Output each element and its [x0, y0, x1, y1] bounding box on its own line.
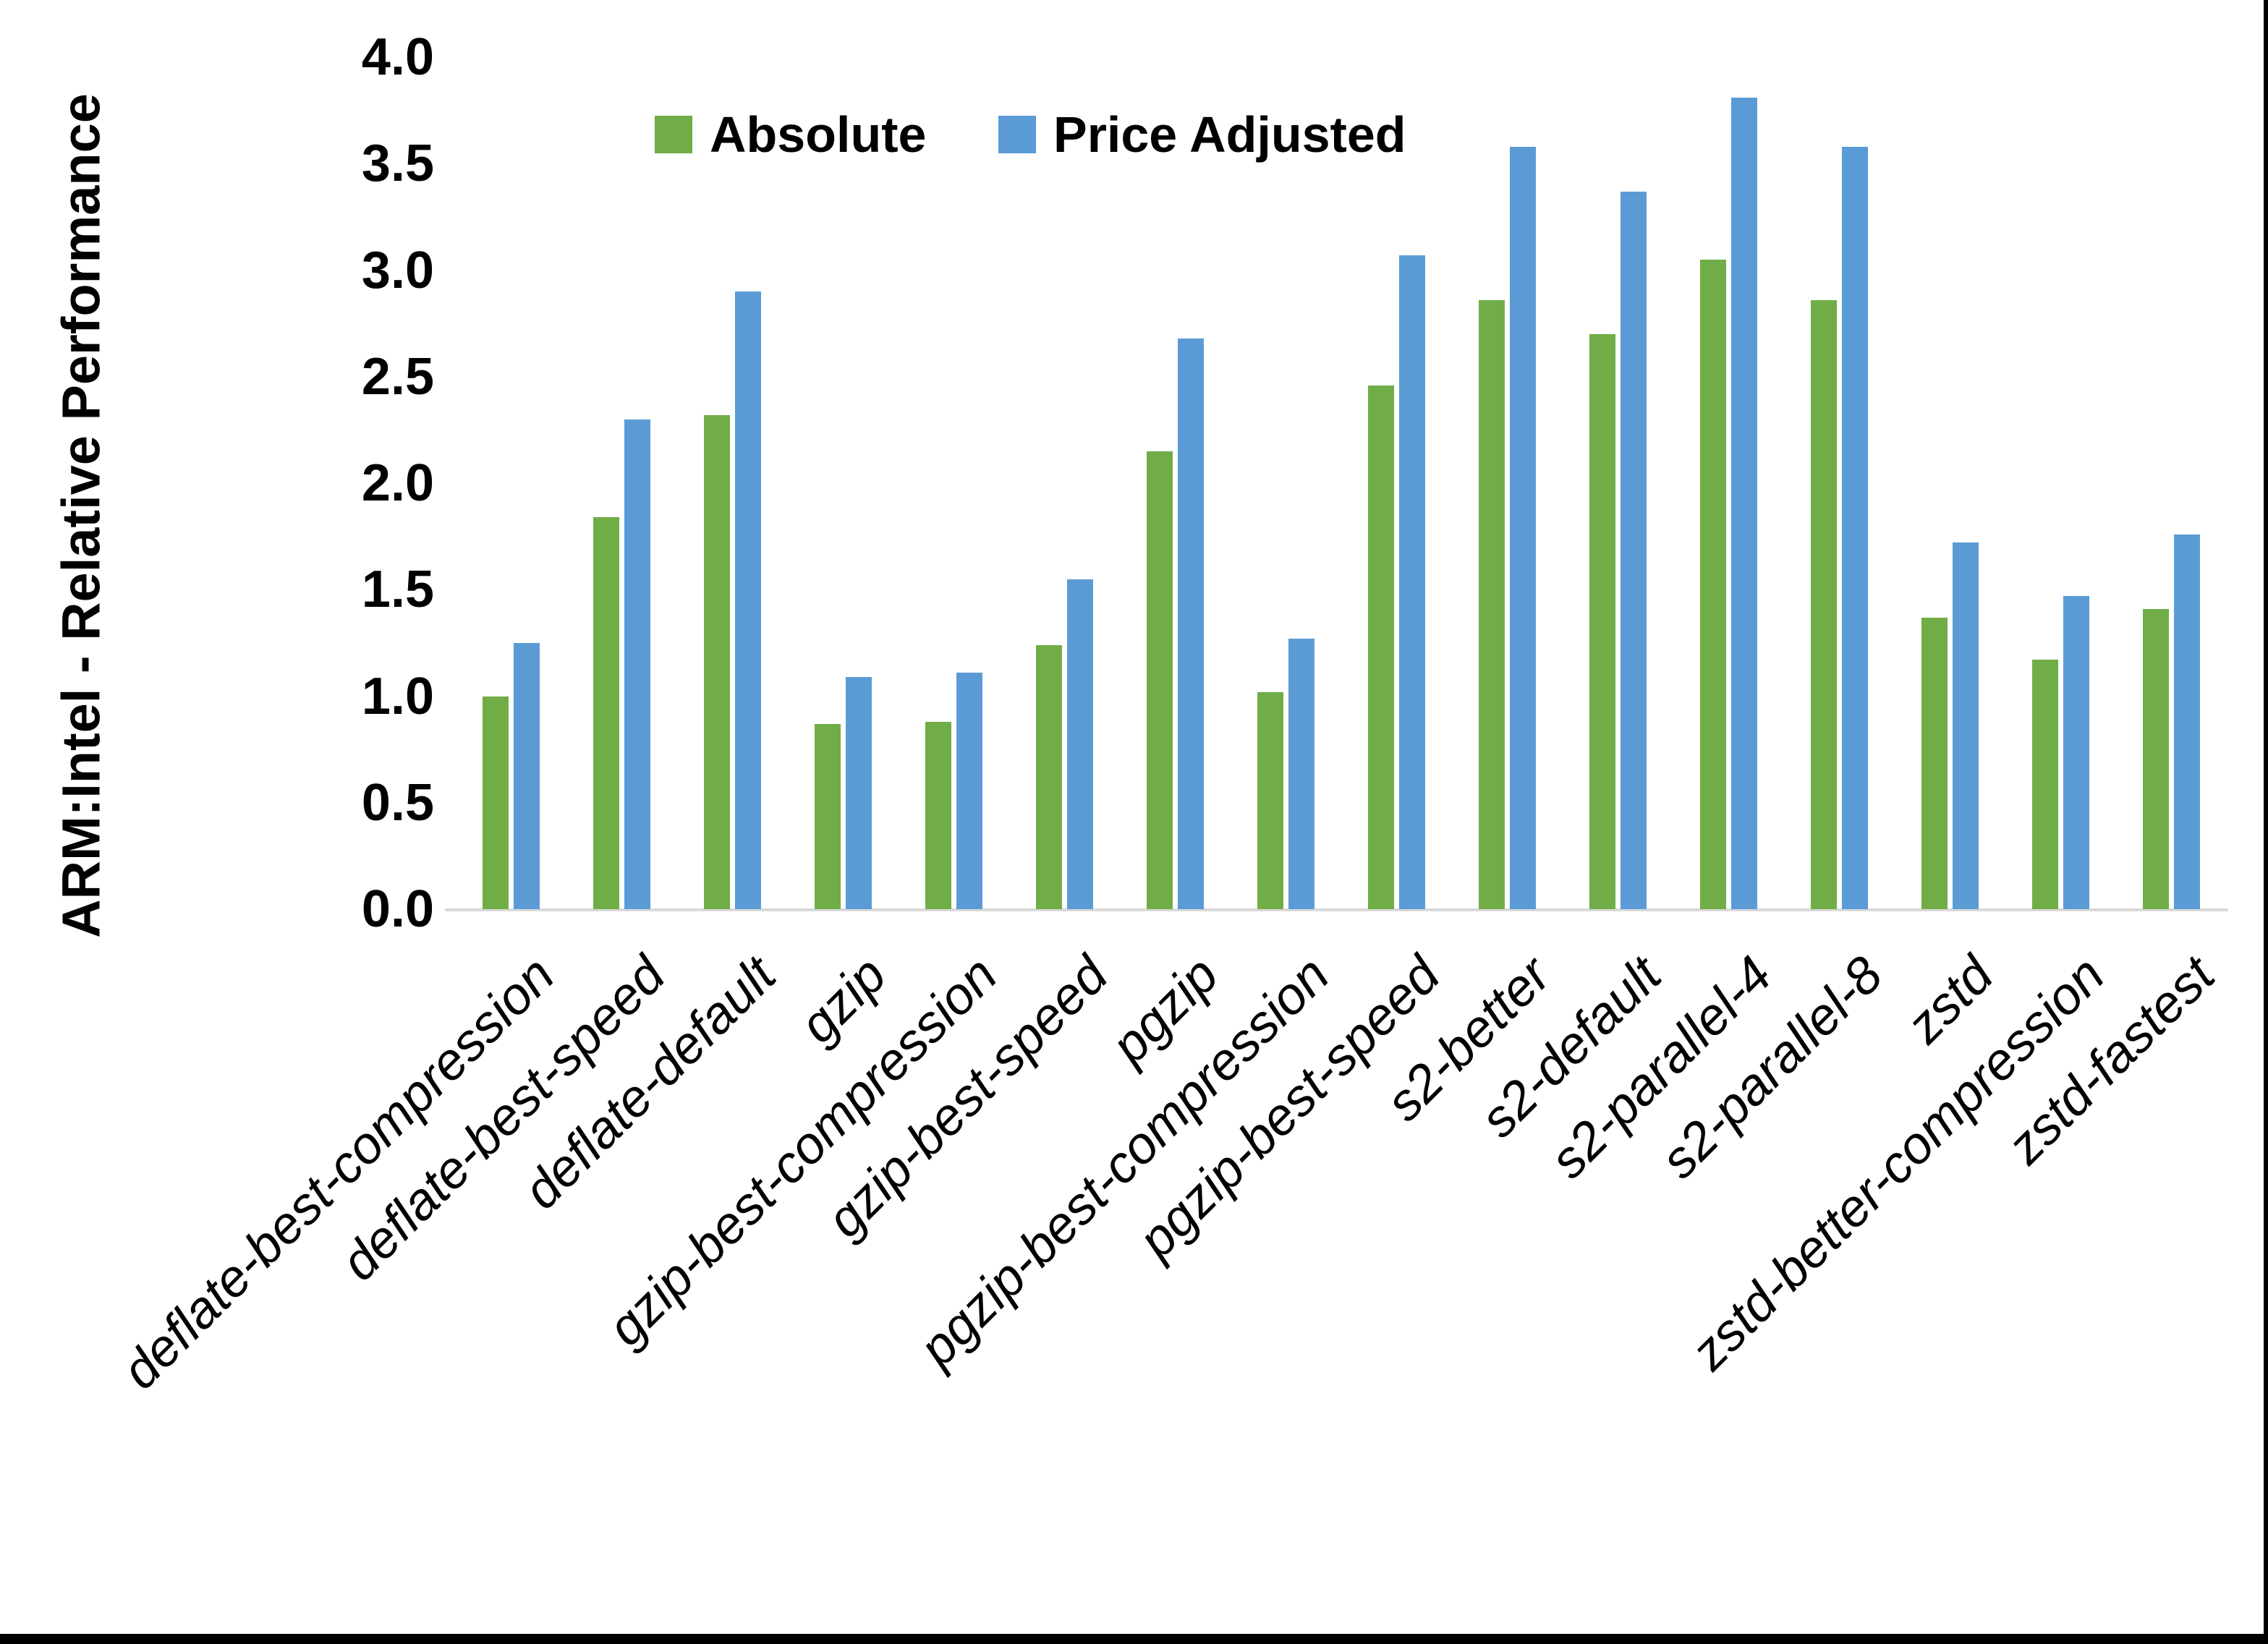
bar-absolute-zstd-fastest [2143, 608, 2169, 909]
screenshot-bottom-border [0, 1634, 2268, 1644]
bar-absolute-pgzip-best-compression [1257, 691, 1283, 909]
y-tick-label-0.0: 0.0 [361, 880, 434, 938]
legend-item-absolute: Absolute [655, 106, 926, 163]
y-tick-label-1.5: 1.5 [361, 561, 434, 619]
legend-item-price-adjusted: Price Adjusted [998, 106, 1406, 163]
bar-absolute-deflate-default [704, 414, 730, 909]
bar-absolute-zstd [1921, 617, 1948, 909]
bar-price-adjusted-pgzip-best-compression [1288, 638, 1314, 909]
bar-price-adjusted-s2-better [1510, 146, 1536, 909]
bar-absolute-gzip [815, 723, 841, 909]
y-tick-label-3.0: 3.0 [361, 241, 434, 299]
bar-price-adjusted-pgzip [1178, 338, 1204, 909]
screenshot-right-border [2264, 0, 2268, 1644]
bar-absolute-s2-parallel-8 [1811, 299, 1837, 909]
bar-absolute-s2-better [1479, 299, 1505, 909]
legend-swatch-absolute [655, 116, 692, 153]
bar-absolute-gzip-best-compression [925, 721, 951, 909]
bar-absolute-zstd-better-compression [2032, 660, 2058, 909]
legend-label-price-adjusted: Price Adjusted [1053, 106, 1406, 163]
x-label-deflate-best-compression: deflate-best-compression [111, 945, 566, 1400]
bar-absolute-pgzip [1147, 451, 1173, 909]
legend-label-absolute: Absolute [710, 106, 927, 163]
y-tick-label-1.0: 1.0 [361, 667, 434, 725]
bar-absolute-gzip-best-speed [1036, 644, 1062, 909]
bar-price-adjusted-zstd-fastest [2174, 534, 2200, 909]
bar-price-adjusted-s2-default [1621, 191, 1647, 909]
y-tick-label-0.5: 0.5 [361, 773, 434, 832]
bar-price-adjusted-gzip-best-speed [1067, 579, 1093, 909]
bar-price-adjusted-gzip-best-compression [956, 673, 982, 909]
y-tick-label-2.0: 2.0 [361, 454, 434, 512]
y-axis-title: ARM:Intel - Relative Performance [51, 93, 111, 938]
bar-price-adjusted-deflate-best-speed [624, 419, 650, 909]
bar-absolute-s2-default [1589, 333, 1615, 909]
bar-absolute-deflate-best-speed [593, 517, 619, 909]
y-tick-label-2.5: 2.5 [361, 347, 434, 406]
y-tick-label-4.0: 4.0 [361, 28, 434, 86]
bar-price-adjusted-deflate-best-compression [514, 642, 540, 909]
bar-price-adjusted-zstd [1953, 542, 1979, 909]
bar-absolute-s2-parallel-4 [1700, 259, 1726, 909]
bar-absolute-pgzip-best-speed [1368, 385, 1394, 909]
bar-price-adjusted-s2-parallel-4 [1731, 97, 1757, 909]
bar-price-adjusted-pgzip-best-speed [1399, 255, 1425, 909]
y-tick-label-3.5: 3.5 [361, 135, 434, 193]
bar-price-adjusted-s2-parallel-8 [1842, 146, 1868, 909]
bar-price-adjusted-zstd-better-compression [2063, 596, 2089, 909]
bar-absolute-deflate-best-compression [483, 696, 509, 909]
legend-swatch-price-adjusted [998, 116, 1036, 153]
bar-price-adjusted-gzip [846, 676, 872, 909]
bar-price-adjusted-deflate-default [735, 291, 761, 909]
x-axis-line [445, 908, 2228, 911]
